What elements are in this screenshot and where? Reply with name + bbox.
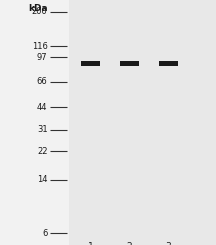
Text: 3: 3 bbox=[166, 242, 171, 245]
Bar bbox=[159, 61, 178, 66]
Text: 1: 1 bbox=[88, 242, 94, 245]
Bar bbox=[120, 61, 139, 66]
Text: kDa: kDa bbox=[28, 4, 48, 12]
Bar bbox=[81, 61, 100, 66]
Text: 6: 6 bbox=[42, 229, 48, 238]
Text: 14: 14 bbox=[37, 175, 48, 184]
Text: 200: 200 bbox=[32, 7, 48, 16]
Text: 97: 97 bbox=[37, 53, 48, 62]
Text: 116: 116 bbox=[32, 41, 48, 50]
Bar bbox=[69, 0, 216, 245]
Text: 31: 31 bbox=[37, 125, 48, 134]
Text: 66: 66 bbox=[37, 77, 48, 86]
Text: 44: 44 bbox=[37, 103, 48, 112]
Text: 2: 2 bbox=[127, 242, 132, 245]
Text: 22: 22 bbox=[37, 147, 48, 156]
